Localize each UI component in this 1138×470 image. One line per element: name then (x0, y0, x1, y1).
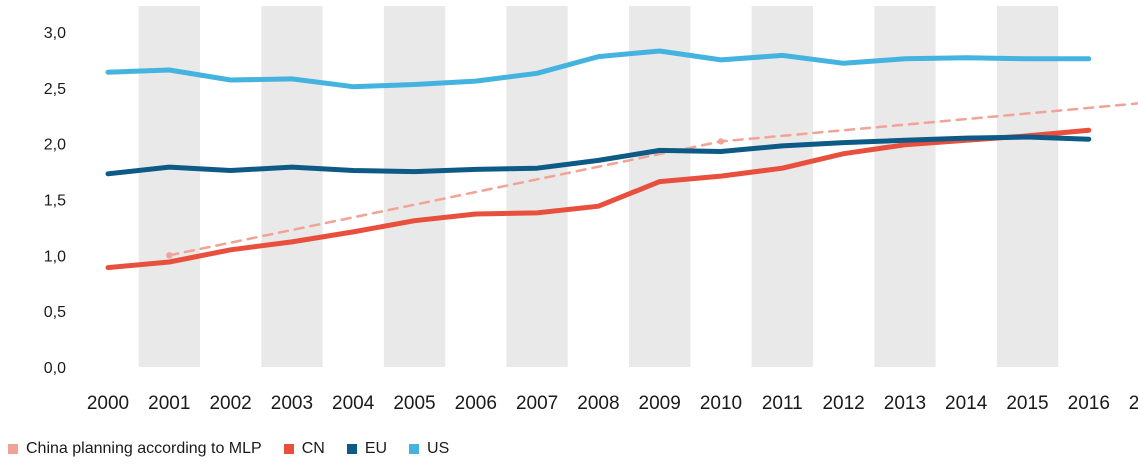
x-axis: 2000 2001 2002 2003 2004 2005 2006 2007 2008 2009… (87, 393, 1138, 414)
legend: China planning according to MLP CN EU US (8, 440, 471, 458)
x-tick-label: 2000 (87, 393, 129, 414)
series-line-cn (105, 127, 1092, 271)
legend-label: US (427, 440, 450, 457)
y-axis: 0,0 0,5 1,0 1,5 2,0 2,5 3,0 (44, 25, 66, 377)
x-tick-label: 2004 (332, 393, 375, 414)
x-tick-label: 2013 (884, 393, 926, 414)
series-line-us (105, 48, 1092, 90)
x-tick-label: 2014 (945, 393, 988, 414)
y-tick-label: 2,5 (44, 81, 66, 98)
series-line-eu (105, 134, 1092, 177)
band-2003 (261, 6, 323, 367)
x-tick-label: 2006 (455, 393, 497, 414)
legend-item: EU (346, 440, 388, 458)
y-tick-label: 0,0 (44, 360, 66, 377)
series-lines (105, 48, 1138, 271)
legend-label: CN (301, 440, 325, 457)
x-tick-label: 2002 (209, 393, 251, 414)
x-tick-label-overflow: 2 (1129, 393, 1138, 414)
y-tick-label: 1,5 (44, 193, 66, 210)
legend-item: China planning according to MLP (8, 440, 262, 458)
x-tick-label: 2011 (762, 393, 803, 414)
band-2005 (383, 6, 446, 367)
band-2001 (138, 6, 200, 367)
x-tick-label: 2005 (393, 393, 435, 414)
x-tick-label: 2008 (577, 393, 619, 414)
y-tick-label: 2,0 (44, 137, 66, 154)
band-2011 (751, 6, 813, 367)
y-tick-label: 0,5 (44, 304, 66, 321)
x-tick-label: 2012 (822, 393, 864, 414)
legend-item: US (409, 440, 449, 458)
legend-label: China planning according to MLP (26, 440, 262, 457)
y-tick-label: 3,0 (44, 25, 66, 42)
legend-swatch (283, 444, 294, 454)
x-tick-label: 2003 (271, 393, 313, 414)
x-tick-label: 2016 (1068, 393, 1110, 414)
band-2015 (996, 6, 1059, 367)
band-2013 (874, 6, 936, 367)
x-tick-label: 2015 (1006, 393, 1048, 414)
legend-swatch (346, 444, 357, 454)
x-tick-label: 2009 (639, 393, 681, 414)
legend-swatch (8, 444, 18, 454)
band-2009 (629, 6, 691, 367)
y-tick-label: 1,0 (44, 248, 66, 265)
x-tick-label: 2010 (700, 393, 742, 414)
band-2007 (506, 6, 568, 367)
x-tick-label: 2007 (516, 393, 558, 414)
legend-item: CN (283, 440, 325, 458)
series-point-china-planning-according-to-mlp (717, 138, 725, 145)
series-point-china-planning-according-to-mlp (166, 252, 173, 259)
x-tick-label: 2001 (148, 393, 190, 414)
legend-swatch (409, 444, 420, 454)
legend-label: EU (364, 440, 388, 457)
